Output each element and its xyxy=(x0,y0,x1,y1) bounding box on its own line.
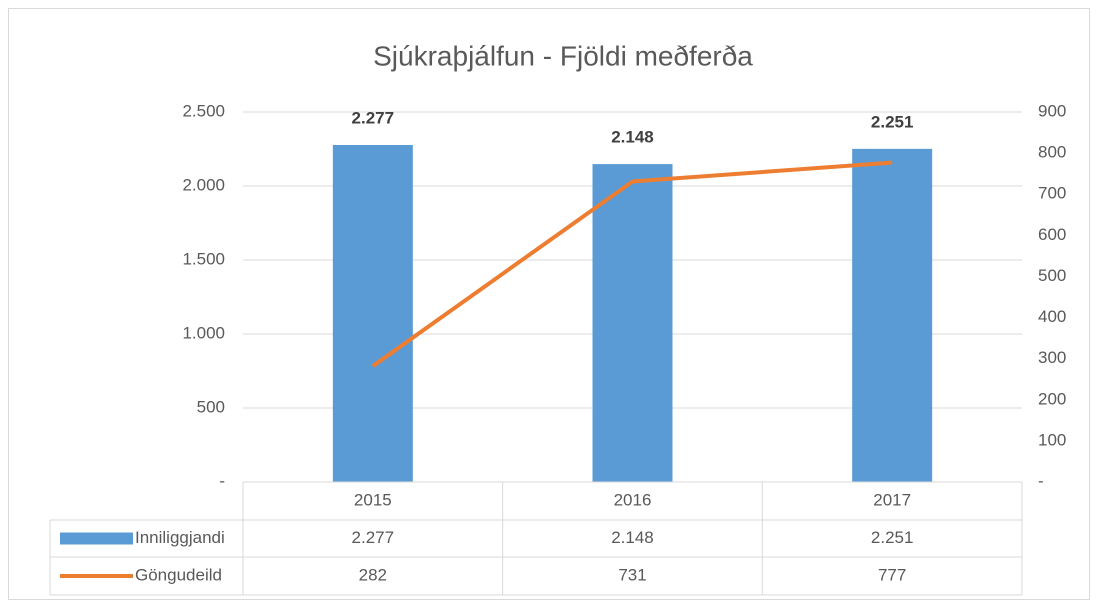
y-tick-label: 2.500 xyxy=(182,101,225,120)
table-cell: 777 xyxy=(878,565,906,584)
y2-tick-label: 600 xyxy=(1038,225,1066,244)
table-cell: 282 xyxy=(359,565,387,584)
legend-label: Inniliggjandi xyxy=(135,528,225,547)
y-tick-label: 2.000 xyxy=(182,175,225,194)
table-cell: 731 xyxy=(618,565,646,584)
data-label: 2.277 xyxy=(352,108,395,127)
data-label: 2.148 xyxy=(611,128,654,147)
y-tick-label: 1.000 xyxy=(182,323,225,342)
bar xyxy=(852,148,933,483)
y-tick-label: - xyxy=(219,471,225,490)
x-tick-label: 2015 xyxy=(354,490,392,509)
data-label: 2.251 xyxy=(871,112,914,131)
x-tick-label: 2017 xyxy=(873,490,911,509)
bar xyxy=(332,145,413,482)
x-tick-label: 2016 xyxy=(614,490,652,509)
table-cell: 2.148 xyxy=(611,528,654,547)
y2-tick-label: 800 xyxy=(1038,143,1066,162)
bar xyxy=(592,164,673,482)
y-tick-label: 1.500 xyxy=(182,249,225,268)
y2-tick-label: 700 xyxy=(1038,184,1066,203)
y-tick-label: 500 xyxy=(197,397,225,416)
y2-tick-label: 300 xyxy=(1038,348,1066,367)
y2-tick-label: 400 xyxy=(1038,307,1066,326)
line-series xyxy=(371,160,893,368)
legend-label: Göngudeild xyxy=(135,565,222,584)
table-cell: 2.251 xyxy=(871,528,914,547)
y2-tick-label: - xyxy=(1038,471,1044,490)
y2-tick-label: 900 xyxy=(1038,101,1066,120)
y2-tick-label: 200 xyxy=(1038,389,1066,408)
chart-title: Sjúkraþjálfun - Fjöldi meðferða xyxy=(373,40,753,71)
table-cell: 2.277 xyxy=(352,528,395,547)
legend-key xyxy=(60,532,133,545)
y2-tick-label: 100 xyxy=(1038,430,1066,449)
y2-tick-label: 500 xyxy=(1038,266,1066,285)
